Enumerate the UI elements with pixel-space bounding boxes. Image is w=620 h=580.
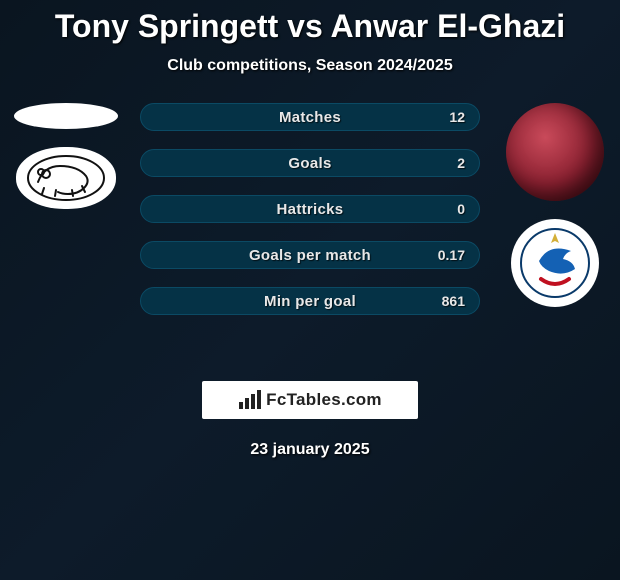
stat-row-hattricks: Hattricks 0 xyxy=(140,195,480,223)
bars-icon xyxy=(238,390,262,410)
stat-value-right: 2 xyxy=(457,155,465,171)
stat-row-gpm: Goals per match 0.17 xyxy=(140,241,480,269)
page-title: Tony Springett vs Anwar El-Ghazi xyxy=(0,0,620,45)
club-badge-right xyxy=(511,219,599,307)
player-left-placeholder xyxy=(14,103,118,129)
derby-ram-icon xyxy=(26,154,106,202)
stat-row-matches: Matches 12 xyxy=(140,103,480,131)
stat-value-right: 861 xyxy=(442,293,465,309)
comparison-panel: Matches 12 Goals 2 Hattricks 0 Goals per… xyxy=(0,103,620,363)
stats-list: Matches 12 Goals 2 Hattricks 0 Goals per… xyxy=(140,103,480,315)
stat-value-right: 12 xyxy=(449,109,465,125)
stat-label: Hattricks xyxy=(277,201,344,218)
stat-value-right: 0.17 xyxy=(438,247,465,263)
player-right-photo xyxy=(506,103,604,201)
cardiff-bluebird-icon xyxy=(519,227,591,299)
stat-row-goals: Goals 2 xyxy=(140,149,480,177)
stat-row-mpg: Min per goal 861 xyxy=(140,287,480,315)
stat-value-right: 0 xyxy=(457,201,465,217)
stat-label: Goals per match xyxy=(249,247,371,264)
subtitle: Club competitions, Season 2024/2025 xyxy=(0,57,620,75)
watermark: FcTables.com xyxy=(202,381,418,419)
date-text: 23 january 2025 xyxy=(0,441,620,459)
watermark-text: FcTables.com xyxy=(266,390,382,410)
left-column xyxy=(8,103,123,209)
stat-label: Matches xyxy=(279,109,341,126)
stat-label: Min per goal xyxy=(264,293,356,310)
right-column xyxy=(497,103,612,307)
stat-label: Goals xyxy=(288,155,331,172)
club-badge-left xyxy=(16,147,116,209)
